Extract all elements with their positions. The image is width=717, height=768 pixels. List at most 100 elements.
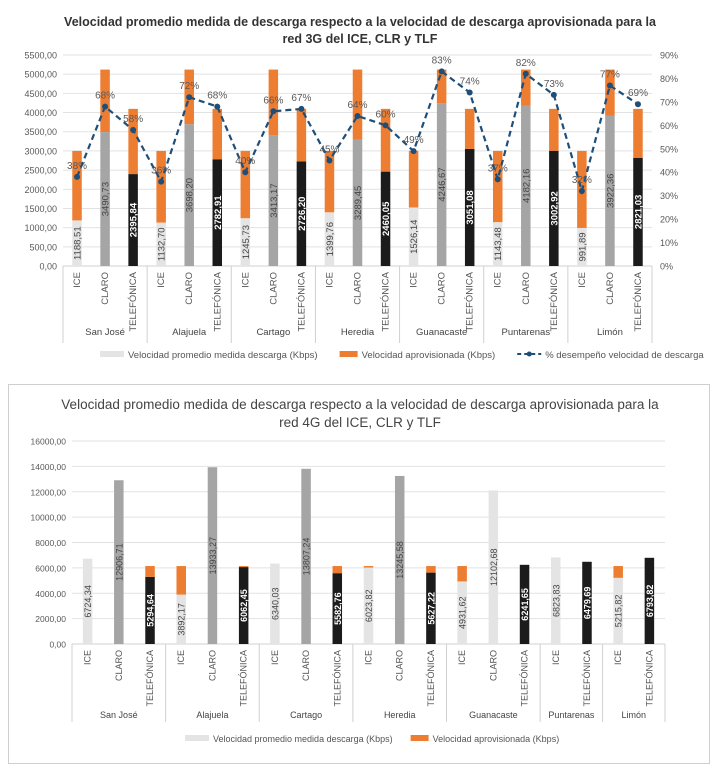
performance-line — [76, 69, 639, 196]
bar-measured — [605, 115, 615, 266]
bar-measured — [549, 150, 559, 266]
data-label: 3922,36 — [605, 174, 616, 208]
y2-tick-label: 10% — [660, 238, 678, 248]
bar-provisioned — [633, 108, 643, 158]
y2-tick-label: 40% — [660, 168, 678, 178]
group-label: San José — [100, 710, 138, 720]
y-tick-label: 5000,00 — [24, 70, 57, 80]
percent-label: 77% — [600, 69, 620, 80]
data-label: 6241,65 — [520, 588, 530, 621]
x-tick-label: ICE — [457, 650, 467, 665]
group-label: Limón — [597, 327, 623, 338]
x-tick-label: TELEFÓNICA — [145, 650, 155, 707]
data-label: 12906,71 — [114, 543, 124, 581]
y-tick-label: 4500,00 — [24, 89, 57, 99]
bar-measured — [613, 577, 623, 644]
bar-measured — [363, 567, 374, 644]
x-tick-label: ICE — [270, 650, 280, 665]
x-tick-label: ICE — [551, 650, 561, 665]
bar-measured — [633, 157, 643, 266]
bar-provisioned — [128, 108, 138, 175]
group-label: San José — [85, 327, 125, 338]
x-tick-label: TELEFÓNICA — [644, 650, 654, 707]
chart-4g-frame — [8, 384, 710, 764]
x-tick-label: CLARO — [437, 272, 448, 305]
data-label: 13807,24 — [302, 538, 312, 576]
bar-provisioned — [212, 108, 223, 160]
bar-provisioned — [380, 108, 391, 172]
data-label: 1143,48 — [493, 227, 504, 261]
percent-label: 66% — [263, 95, 283, 106]
data-label: 6793,82 — [645, 585, 655, 618]
chart-4g-title: Velocidad promedio medida de descarga re… — [61, 397, 659, 430]
bar-provisioned — [72, 150, 82, 221]
x-tick-label: CLARO — [301, 650, 311, 681]
performance-point — [158, 178, 165, 185]
data-label: 5215,82 — [614, 595, 624, 628]
percent-label: 45% — [319, 145, 339, 156]
data-label: 2460,05 — [381, 201, 392, 236]
percent-label: 68% — [95, 91, 115, 102]
y-tick-label: 1000,00 — [24, 223, 57, 233]
performance-point — [634, 101, 641, 108]
performance-point — [214, 103, 221, 110]
legend-swatch — [185, 735, 209, 741]
x-tick-label: TELEFÓNICA — [582, 650, 592, 707]
x-tick-label: CLARO — [100, 272, 111, 305]
bar-measured — [240, 218, 251, 266]
data-label: 6062,45 — [239, 589, 249, 622]
legend-swatch — [339, 351, 358, 357]
bar-measured — [380, 171, 391, 266]
group-label: Puntarenas — [548, 710, 595, 720]
x-tick-label: TELEFÓNICA — [549, 271, 560, 331]
bar-measured — [156, 222, 166, 266]
percent-label: 38% — [67, 161, 87, 172]
bar-measured — [464, 148, 475, 266]
x-tick-label: TELEFÓNICA — [633, 271, 644, 331]
percent-label: 58% — [123, 114, 143, 125]
bar-measured — [72, 220, 82, 266]
bar-measured — [332, 573, 343, 644]
bar-measured — [128, 174, 138, 266]
bar-measured — [184, 124, 194, 266]
y-tick-label: 2000,00 — [35, 614, 66, 624]
data-label: 991,89 — [577, 232, 588, 261]
data-label: 13245,58 — [395, 541, 405, 579]
percent-label: 82% — [516, 58, 536, 69]
y-tick-label: 10000,00 — [31, 513, 67, 523]
x-tick-label: ICE — [176, 650, 186, 665]
x-tick-label: TELEFÓNICA — [381, 271, 392, 331]
legend-swatch — [100, 351, 124, 357]
legend-label: % desempeño velocidad de descarga — [545, 350, 704, 361]
performance-point — [410, 148, 417, 155]
x-tick-label: ICE — [493, 272, 504, 288]
x-tick-label: CLARO — [605, 272, 616, 305]
percent-label: 73% — [544, 79, 564, 90]
percent-label: 40% — [235, 156, 255, 167]
performance-point — [298, 105, 305, 112]
y-tick-label: 5500,00 — [24, 51, 57, 61]
chart-3g-title: Velocidad promedio medida de descarga re… — [64, 15, 656, 46]
y-tick-label: 1500,00 — [24, 204, 57, 214]
data-label: 1399,76 — [325, 222, 336, 256]
legend-label: Velocidad aprovisionada (Kbps) — [362, 350, 496, 361]
performance-point — [242, 169, 249, 176]
performance-point — [354, 112, 361, 119]
bar-provisioned — [426, 566, 436, 573]
performance-point — [270, 108, 277, 115]
y2-tick-label: 60% — [660, 121, 678, 131]
percent-label: 64% — [347, 100, 367, 111]
y2-tick-label: 80% — [660, 74, 678, 84]
group-label: Puntarenas — [501, 327, 550, 338]
x-tick-label: CLARO — [395, 650, 405, 681]
data-label: 3002,92 — [549, 191, 560, 225]
bar-provisioned — [549, 108, 559, 151]
data-label: 4246,67 — [437, 167, 448, 201]
group-label: Guanacaste — [416, 327, 467, 338]
y-tick-label: 14000,00 — [31, 462, 67, 472]
bar-provisioned — [408, 150, 419, 208]
bar-measured — [296, 161, 307, 266]
x-tick-label: ICE — [613, 650, 623, 665]
x-tick-label: TELEFÓNICA — [465, 271, 476, 331]
